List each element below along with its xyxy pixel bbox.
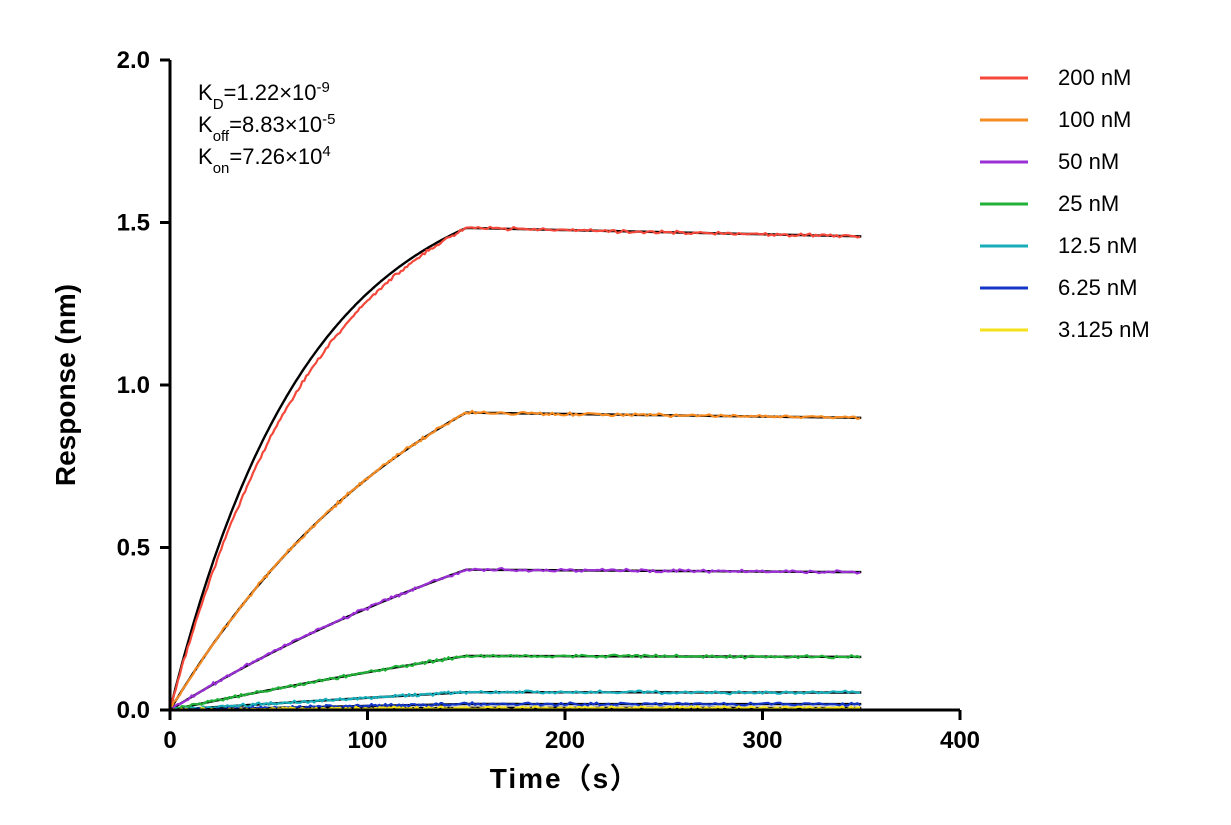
x-tick-label: 400 — [940, 727, 980, 754]
fit-curve — [170, 656, 861, 710]
y-tick-label: 0.5 — [117, 535, 150, 562]
kinetic-constants: KD=1.22×10-9Koff=8.83×10-5Kon=7.26×104 — [198, 79, 335, 177]
y-tick-label: 0.0 — [117, 697, 150, 724]
kinetics-chart: 0 100 200 300 400 0.0 0.5 1.0 1.5 2.0 Time（s） Respo… — [0, 0, 1231, 825]
y-tick-label: 2.0 — [117, 47, 150, 74]
legend: 200 nM 100 nM 50 nM 25 nM 12.5 nM 6.25 nM 3.12… — [980, 65, 1150, 342]
x-axis-title: Time（s） — [490, 762, 640, 794]
x-tick-label: 100 — [347, 727, 387, 754]
annotation-line: Kon=7.26×104 — [198, 143, 331, 177]
data-curve — [170, 227, 860, 709]
legend-label: 50 nM — [1058, 149, 1119, 174]
x-tick-label: 0 — [163, 727, 176, 754]
annotation-line: KD=1.22×10-9 — [198, 79, 330, 113]
legend-label: 12.5 nM — [1058, 233, 1138, 258]
series-group — [170, 227, 861, 710]
legend-label: 100 nM — [1058, 107, 1131, 132]
y-tick-label: 1.5 — [117, 210, 150, 237]
data-curve — [170, 411, 860, 709]
fit-curve — [170, 413, 861, 710]
legend-label: 25 nM — [1058, 191, 1119, 216]
x-tick-label: 200 — [545, 727, 585, 754]
data-curve — [170, 655, 860, 710]
x-tick-label: 300 — [742, 727, 782, 754]
y-axis-title: Response (nm) — [50, 284, 81, 486]
legend-label: 3.125 nM — [1058, 317, 1150, 342]
legend-label: 200 nM — [1058, 65, 1131, 90]
y-tick-label: 1.0 — [117, 372, 150, 399]
legend-label: 6.25 nM — [1058, 275, 1138, 300]
fit-curve — [170, 228, 861, 710]
axes: 0 100 200 300 400 0.0 0.5 1.0 1.5 2.0 Time（s） Respo… — [50, 47, 980, 794]
annotation-line: Koff=8.83×10-5 — [198, 111, 335, 145]
